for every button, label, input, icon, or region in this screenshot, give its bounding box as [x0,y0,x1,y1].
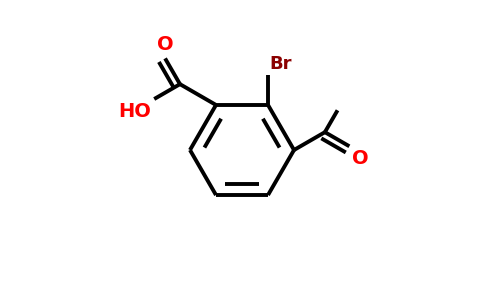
Text: O: O [157,35,173,54]
Text: HO: HO [119,102,151,121]
Text: O: O [352,149,369,168]
Text: Br: Br [270,55,292,73]
